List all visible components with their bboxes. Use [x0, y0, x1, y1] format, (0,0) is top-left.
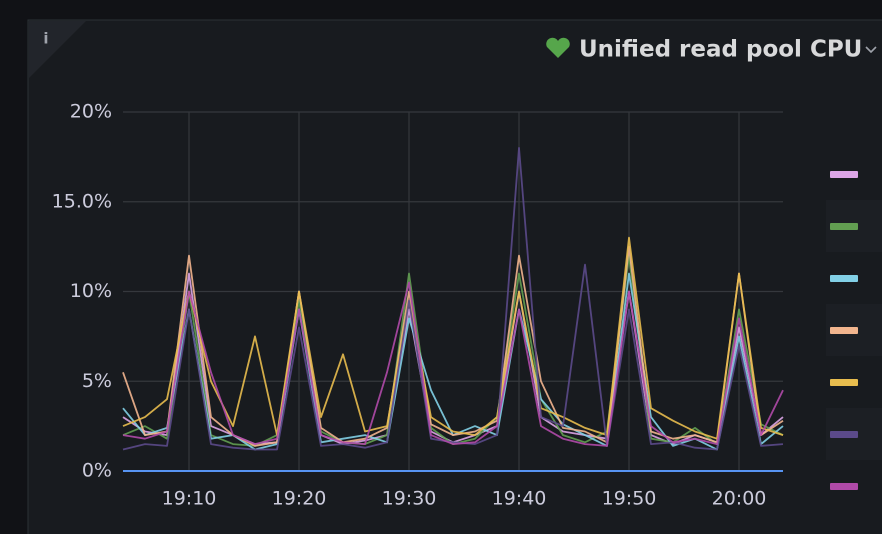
panel-title[interactable]: Unified read pool CPU	[579, 37, 862, 63]
series-line	[122, 281, 784, 447]
legend-swatch[interactable]	[830, 483, 858, 490]
x-tick-label: 19:50	[602, 488, 657, 510]
panel	[27, 19, 882, 534]
y-tick-label: 0%	[82, 460, 112, 482]
legend-swatch[interactable]	[830, 431, 858, 438]
info-icon[interactable]: i	[43, 30, 48, 48]
legend-swatch[interactable]	[830, 171, 858, 178]
series-line	[122, 236, 784, 440]
y-tick-label: 15.0%	[52, 190, 112, 212]
menu-chevron[interactable]	[865, 46, 877, 54]
x-tick-label: 19:10	[162, 488, 217, 510]
legend-swatch[interactable]	[830, 379, 858, 386]
y-tick-label: 20%	[70, 101, 112, 123]
x-tick-label: 19:40	[492, 488, 547, 510]
info-corner	[29, 21, 86, 78]
x-tick-label: 19:20	[272, 488, 327, 510]
y-tick-label: 5%	[82, 370, 112, 392]
x-tick-label: 20:00	[712, 488, 767, 510]
y-tick-label: 10%	[70, 280, 112, 302]
legend-swatch[interactable]	[830, 327, 858, 334]
legend-swatch[interactable]	[830, 223, 858, 230]
legend-swatch[interactable]	[830, 275, 858, 282]
x-tick-label: 19:30	[382, 488, 437, 510]
health-icon	[546, 37, 570, 58]
